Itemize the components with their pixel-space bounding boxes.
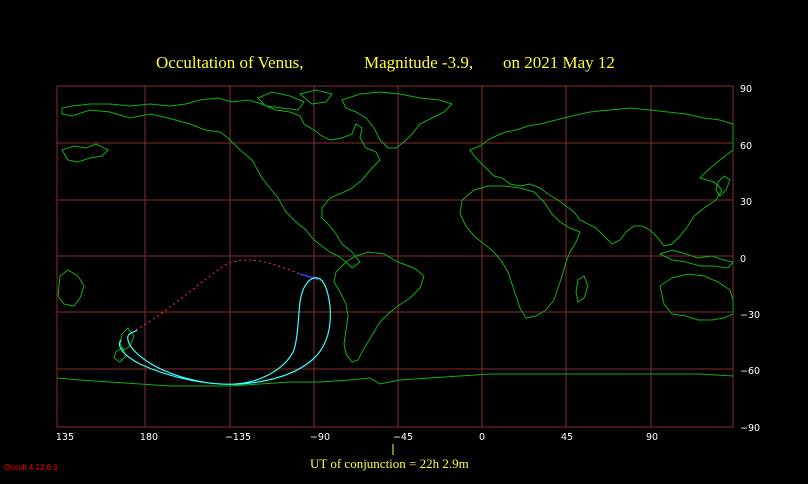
latitude-tick: 30: [740, 197, 752, 208]
south-america-coastline: [333, 251, 425, 363]
latitude-tick: −60: [740, 366, 760, 377]
north-america-coastline: [61, 97, 381, 269]
longitude-tick: 135: [56, 432, 74, 443]
eurasia-coastline: [469, 107, 734, 247]
longitude-ticks: 135 180 −135 −90 −45 0 45 90: [56, 432, 658, 443]
graticule: [57, 86, 733, 427]
title-date: on 2021 May 12: [503, 53, 615, 72]
longitude-tick: −135: [225, 432, 251, 443]
latitude-tick: 90: [740, 84, 752, 95]
antarctica-coastline: [56, 373, 734, 387]
occultation-path: [119, 259, 331, 385]
australia-coastline: [659, 273, 734, 321]
longitude-tick: 90: [646, 432, 658, 443]
conjunction-label: UT of conjunction = 22h 2.9m: [310, 456, 469, 471]
longitude-tick: 0: [479, 432, 485, 443]
africa-coastline: [459, 185, 581, 319]
path-daylight-section: [135, 259, 319, 331]
alaska-coastline: [61, 143, 109, 163]
longitude-tick: 45: [561, 432, 573, 443]
latitude-ticks: 90 60 30 0 −30 −60 −90: [740, 84, 760, 434]
latitude-tick: −90: [740, 423, 760, 434]
longitude-tick: −45: [393, 432, 413, 443]
coastlines: [56, 89, 734, 387]
version-label: Occult 4.12.6.0: [4, 463, 58, 472]
latitude-tick: 0: [740, 254, 746, 265]
madagascar-coastline: [575, 275, 589, 303]
title-magnitude: Magnitude -3.9,: [364, 53, 473, 72]
latitude-tick: −30: [740, 310, 760, 321]
australia-east-coastline: [57, 269, 85, 307]
arctic-islands-coastline: [257, 89, 333, 111]
path-visible-outer: [119, 277, 331, 385]
japan-coastline: [715, 175, 731, 197]
title-object: Occultation of Venus,: [156, 53, 303, 72]
longitude-tick: −90: [310, 432, 330, 443]
latitude-tick: 60: [740, 141, 752, 152]
longitude-tick: 180: [140, 432, 158, 443]
greenland-coastline: [341, 91, 453, 149]
indonesia-coastline: [658, 249, 734, 269]
